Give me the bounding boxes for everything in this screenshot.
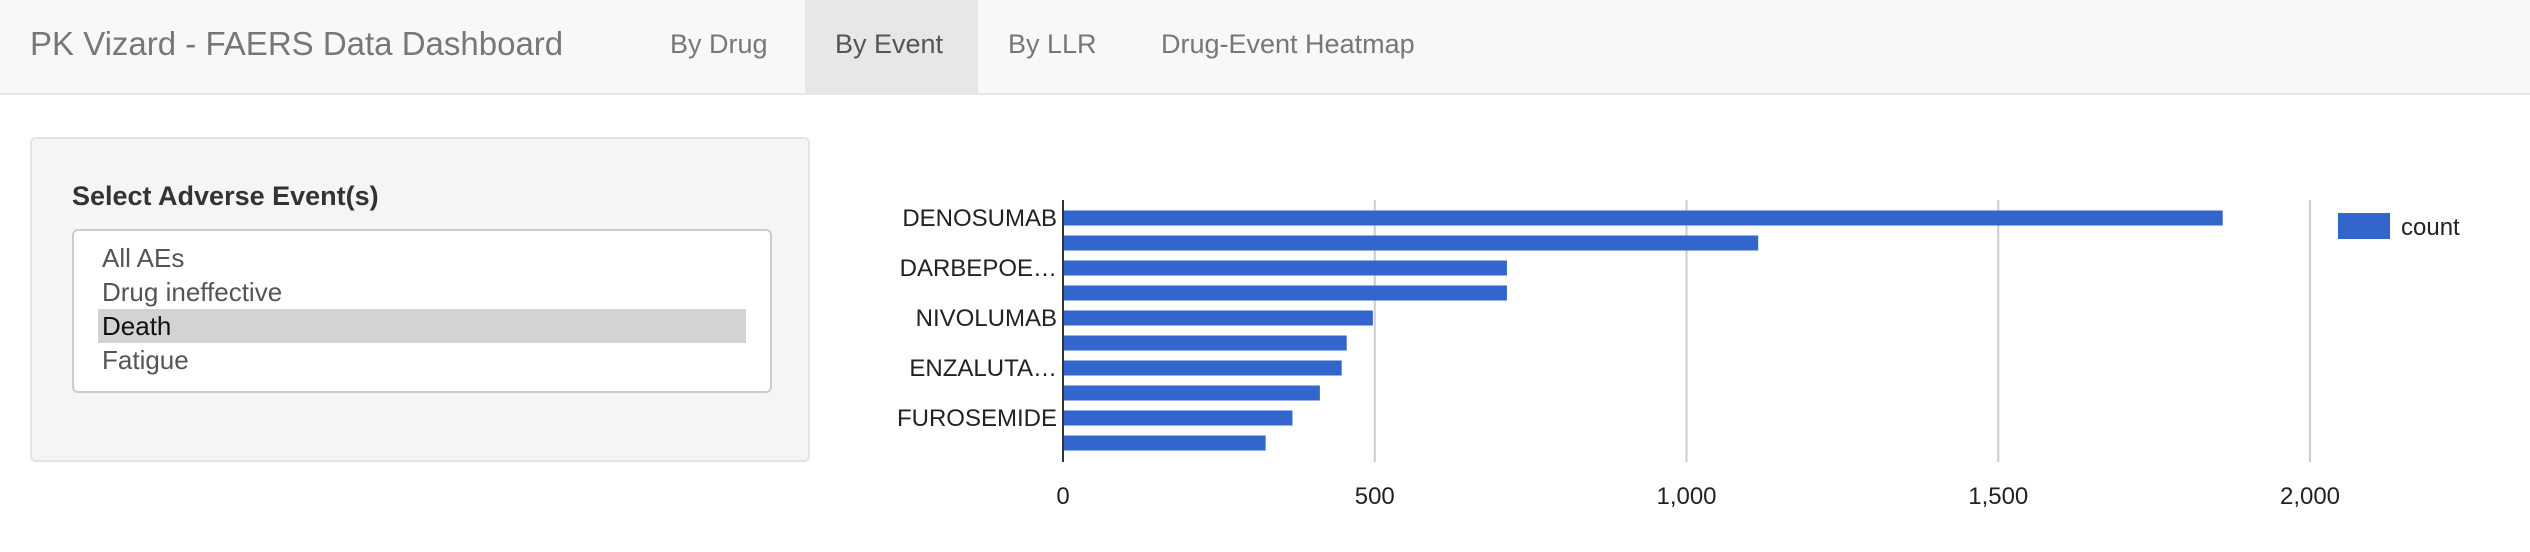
legend-label: count xyxy=(2401,214,2460,241)
sidebar-panel: Select Adverse Event(s) All AEs Drug ine… xyxy=(30,137,810,462)
bar xyxy=(1063,235,1759,251)
adverse-event-select-label: Select Adverse Event(s) xyxy=(72,181,379,211)
bar xyxy=(1063,385,1320,401)
bar xyxy=(1063,210,2223,226)
bar xyxy=(1063,360,1342,376)
tab-by-event[interactable]: By Event xyxy=(805,0,978,93)
y-tick-label: ENZALUTA… xyxy=(909,355,1057,382)
bar xyxy=(1063,285,1507,301)
x-tick-label: 2,000 xyxy=(2280,483,2340,510)
x-tick-label: 0 xyxy=(1056,483,1069,510)
bar xyxy=(1063,260,1507,276)
tab-by-drug[interactable]: By Drug xyxy=(670,29,768,59)
bar xyxy=(1063,410,1293,426)
adverse-event-listbox[interactable]: All AEs Drug ineffective Death Fatigue xyxy=(72,229,772,393)
tab-drug-event-heatmap[interactable]: Drug-Event Heatmap xyxy=(1161,29,1415,59)
navbar: PK Vizard - FAERS Data Dashboard By Drug… xyxy=(0,0,2530,95)
y-tick-label: NIVOLUMAB xyxy=(916,305,1057,332)
y-tick-label: FUROSEMIDE xyxy=(897,405,1057,432)
listbox-option-fatigue[interactable]: Fatigue xyxy=(102,345,189,375)
x-tick-label: 500 xyxy=(1355,483,1395,510)
y-tick-label: DENOSUMAB xyxy=(902,205,1057,232)
listbox-option-drug-ineffective[interactable]: Drug ineffective xyxy=(102,277,283,307)
bar xyxy=(1063,435,1266,451)
y-tick-label: DARBEPOE… xyxy=(900,255,1057,282)
bar xyxy=(1063,310,1373,326)
x-tick-label: 1,000 xyxy=(1656,483,1716,510)
listbox-option-all-aes[interactable]: All AEs xyxy=(102,243,185,273)
bar xyxy=(1063,335,1347,351)
legend-swatch xyxy=(2338,213,2390,239)
listbox-option-death[interactable]: Death xyxy=(98,309,746,343)
x-tick-label: 1,500 xyxy=(1968,483,2028,510)
app-brand[interactable]: PK Vizard - FAERS Data Dashboard xyxy=(30,25,564,62)
tab-by-llr[interactable]: By LLR xyxy=(1008,29,1097,59)
